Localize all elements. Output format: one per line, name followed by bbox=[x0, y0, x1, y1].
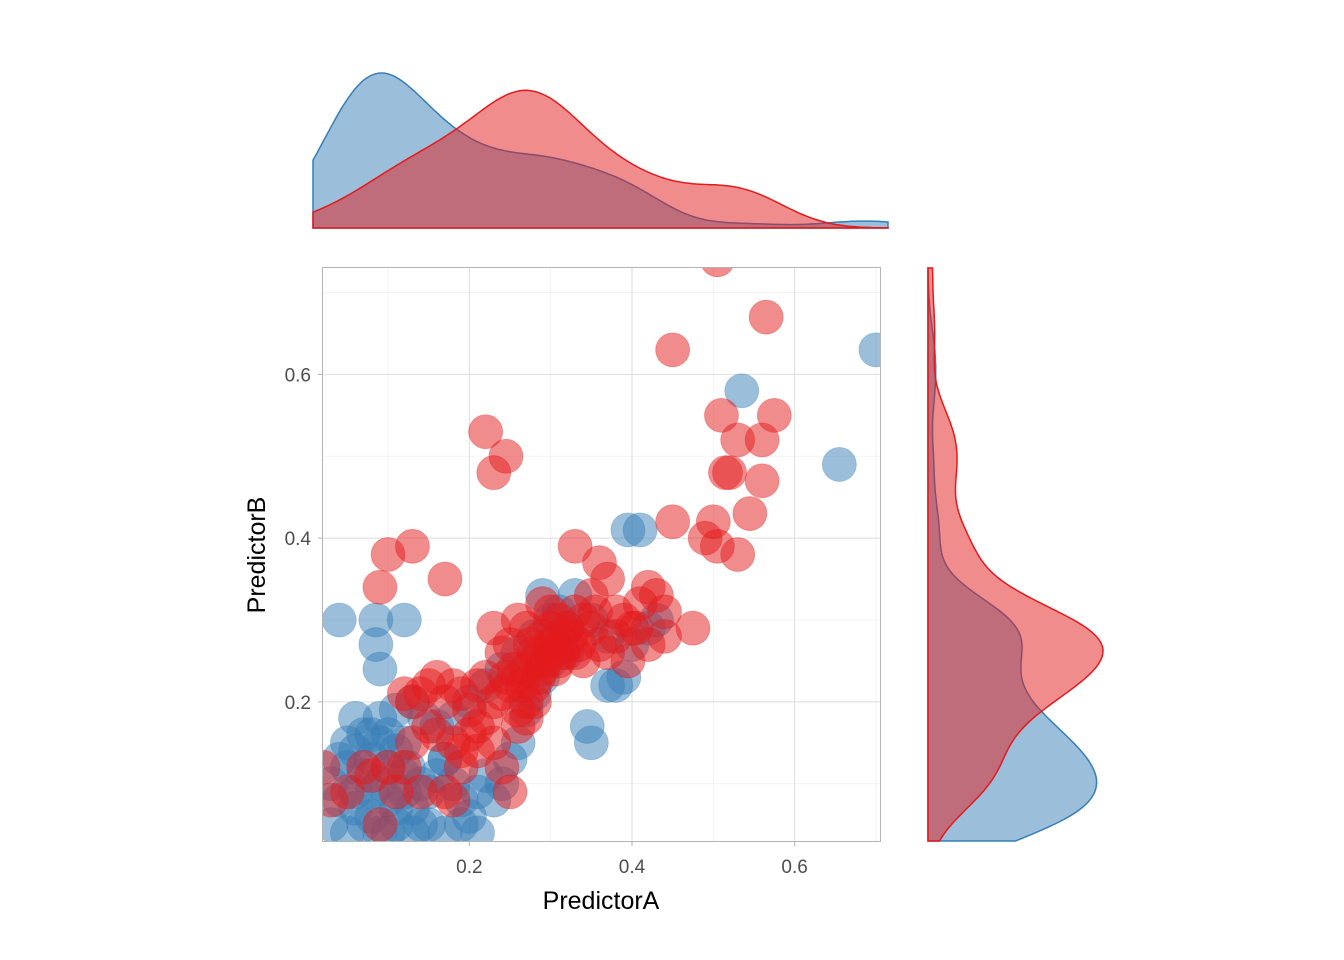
scatter-point-red bbox=[492, 774, 528, 810]
scatter-point-blue bbox=[323, 602, 357, 638]
scatter-point-red bbox=[748, 299, 784, 335]
scatter-point-red bbox=[732, 496, 768, 531]
scatter-point-red bbox=[488, 659, 524, 695]
scatter-point-red bbox=[323, 749, 341, 785]
x-tick-label: 0.6 bbox=[781, 857, 807, 878]
scatter-point-red bbox=[744, 463, 780, 499]
scatter-point-red bbox=[427, 561, 463, 597]
scatter-points bbox=[323, 268, 880, 841]
scatter-point-blue bbox=[460, 815, 495, 841]
scatter-point-red bbox=[476, 455, 512, 491]
scatter-point-red bbox=[346, 749, 382, 785]
scatter-point-blue bbox=[858, 332, 880, 368]
scatter-point-red bbox=[704, 397, 739, 433]
scatter-point-blue bbox=[573, 725, 609, 761]
right-density-panel bbox=[927, 267, 1104, 842]
scatter-point-blue bbox=[362, 651, 398, 687]
x-axis-ticks: 0.2 0.4 0.6 bbox=[456, 841, 808, 878]
scatter-point-blue bbox=[724, 373, 760, 409]
scatter-point-red bbox=[655, 504, 691, 540]
scatter-point-red bbox=[435, 782, 471, 818]
x-axis-title: PredictorA bbox=[543, 887, 660, 915]
scatter-point-red bbox=[655, 332, 691, 368]
y-axis-title: PredictorB bbox=[243, 497, 271, 614]
scatter-point-blue bbox=[386, 602, 422, 638]
scatter-point-red bbox=[476, 610, 512, 646]
scatter-point-red bbox=[744, 422, 780, 458]
scatter-point-red bbox=[362, 807, 398, 841]
scatter-point-red bbox=[460, 733, 495, 769]
scatter-point-red bbox=[557, 528, 593, 564]
scatter-point-blue bbox=[821, 447, 857, 482]
x-tick-label: 0.4 bbox=[619, 857, 646, 878]
scatter-point-red bbox=[362, 569, 398, 605]
scatter-point-red bbox=[329, 774, 365, 810]
y-tick-label: 0.6 bbox=[285, 365, 311, 386]
y-tick-label: 0.2 bbox=[285, 693, 311, 714]
scatter-point-red bbox=[386, 676, 422, 712]
y-axis-ticks: 0.2 0.4 0.6 bbox=[285, 365, 323, 714]
scatter-point-red bbox=[720, 537, 756, 572]
right-density-red bbox=[927, 267, 1104, 842]
scatter-point-red bbox=[647, 618, 682, 654]
scatter-point-red bbox=[378, 774, 414, 810]
scatter-point-red bbox=[395, 528, 430, 564]
y-tick-label: 0.4 bbox=[285, 529, 312, 550]
scatter-point-red bbox=[578, 594, 613, 630]
top-density-panel bbox=[312, 72, 889, 229]
scatter-point-red bbox=[468, 414, 504, 450]
scatter-point-blue bbox=[622, 512, 658, 548]
top-density-red bbox=[312, 89, 889, 229]
plot-border bbox=[322, 267, 881, 842]
scatter-point-red bbox=[712, 455, 747, 491]
plot-panel bbox=[322, 267, 881, 842]
x-tick-label: 0.2 bbox=[456, 857, 482, 878]
scatter-point-red bbox=[702, 268, 733, 278]
